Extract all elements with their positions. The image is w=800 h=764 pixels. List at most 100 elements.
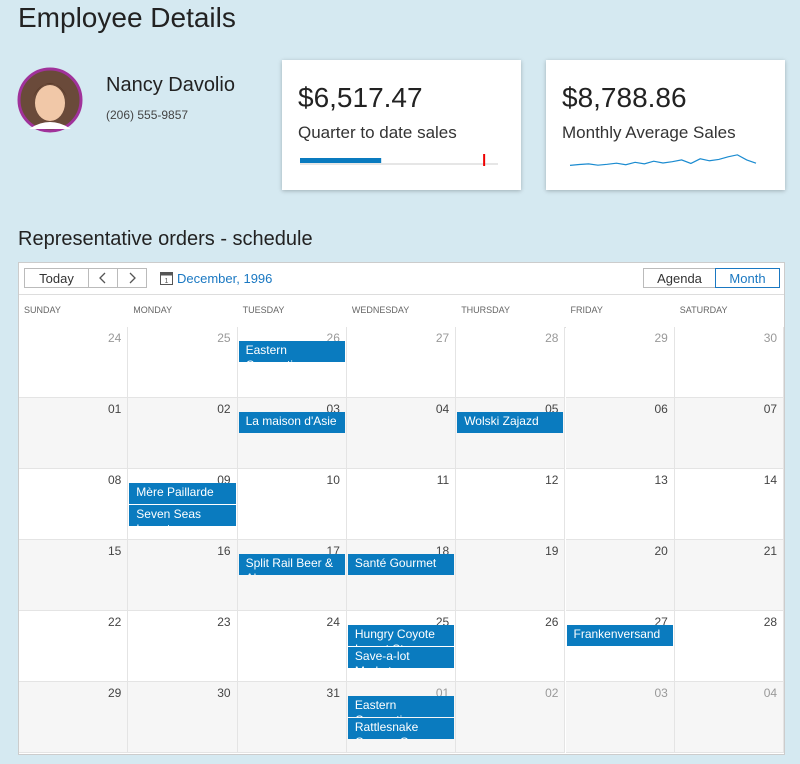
- day-number: 24: [107, 331, 122, 345]
- day-number: 15: [107, 544, 122, 558]
- scheduler: Today 1 December, 1996 SUNDAY MONDAY TUESD…: [18, 262, 785, 755]
- event[interactable]: Wolski Zajazd: [457, 412, 564, 433]
- day-cell: 05 Wolski Zajazd: [456, 398, 566, 469]
- sales-card: $8,788.86 Monthly Average Sales: [546, 60, 785, 190]
- weekday-label: TUESDAY: [242, 305, 285, 315]
- day-cell: 15: [19, 540, 129, 611]
- card-label: Monthly Average Sales: [562, 123, 736, 142]
- day-cell: 24: [237, 611, 347, 682]
- day-cell: 27 Frankenversand: [565, 611, 675, 682]
- day-cell: 01: [19, 398, 129, 469]
- day-number: 19: [545, 544, 559, 558]
- weekday-label: THURSDAY: [461, 305, 511, 315]
- day-cell: 04: [674, 682, 785, 753]
- event[interactable]: Frankenversand: [566, 625, 673, 646]
- day-number: 07: [763, 402, 778, 416]
- weekday-label: SATURDAY: [679, 305, 728, 315]
- event[interactable]: Mère Paillarde: [129, 483, 236, 504]
- day-number: 27: [435, 331, 450, 345]
- day-cell: 30: [128, 682, 238, 753]
- event[interactable]: Hungry Coyote Import Store: [347, 625, 455, 646]
- day-number: 25: [217, 331, 231, 345]
- day-cell: 27: [346, 327, 457, 398]
- day-number: 30: [217, 686, 231, 700]
- calendar-icon: 1: [160, 272, 173, 285]
- day-cell: 08: [19, 469, 129, 540]
- day-cell: 20: [565, 540, 675, 611]
- event[interactable]: La maison d'Asie: [238, 412, 345, 433]
- day-cell: 19: [456, 540, 566, 611]
- employee-phone: (206) 555-9857: [106, 108, 189, 122]
- day-cell: 03: [565, 682, 675, 753]
- day-cell: 25: [128, 327, 238, 398]
- event[interactable]: Eastern Connection: [238, 341, 345, 362]
- day-cell: 04: [346, 398, 457, 469]
- day-number: 02: [545, 686, 559, 700]
- day-number: 01: [107, 402, 122, 416]
- sparkline: [569, 154, 757, 166]
- day-number: 16: [217, 544, 231, 558]
- weekday-label: WEDNESDAY: [351, 305, 410, 315]
- prev-icon: [99, 272, 106, 284]
- day-number: 06: [654, 402, 668, 416]
- event[interactable]: Santé Gourmet: [347, 554, 455, 575]
- day-cell: 02: [128, 398, 238, 469]
- day-number: 14: [763, 473, 778, 487]
- day-cell: 29: [565, 327, 675, 398]
- card-value: $8,788.86: [562, 82, 687, 113]
- today-button[interactable]: Today: [24, 268, 89, 288]
- page-title: Employee Details: [18, 2, 236, 33]
- day-cell: 22: [19, 611, 129, 682]
- card-value: $6,517.47: [298, 82, 423, 113]
- day-number: 04: [763, 686, 778, 700]
- event[interactable]: Split Rail Beer & Ale: [238, 554, 345, 575]
- day-cell: 26: [456, 611, 566, 682]
- day-number: 29: [654, 331, 668, 345]
- view-button[interactable]: Agenda: [643, 268, 716, 288]
- bullet-chart: [300, 154, 498, 166]
- day-number: 29: [107, 686, 122, 700]
- day-cell: 13: [565, 469, 675, 540]
- next-button[interactable]: [117, 268, 147, 288]
- day-cell: 28: [456, 327, 566, 398]
- event[interactable]: Seven Seas Imports: [129, 505, 236, 526]
- avatar: [17, 67, 83, 133]
- day-number: 22: [107, 615, 122, 629]
- day-number: 12: [545, 473, 559, 487]
- day-number: 11: [436, 473, 450, 487]
- day-number: 23: [217, 615, 231, 629]
- day-number: 28: [763, 615, 778, 629]
- day-cell: 30: [674, 327, 785, 398]
- prev-button[interactable]: [88, 268, 118, 288]
- day-number: 30: [763, 331, 778, 345]
- date-range[interactable]: December, 1996: [177, 271, 273, 286]
- next-icon: [129, 272, 136, 284]
- day-cell: 21: [674, 540, 785, 611]
- view-button[interactable]: Month: [715, 268, 780, 288]
- day-cell: 10: [237, 469, 347, 540]
- day-number: 10: [326, 473, 340, 487]
- event[interactable]: Eastern Connection: [347, 696, 455, 717]
- day-cell: 12: [456, 469, 566, 540]
- bullet-bar: [300, 158, 382, 163]
- event[interactable]: Rattlesnake Canyon Grocery: [347, 718, 455, 739]
- day-cell: 28: [674, 611, 785, 682]
- day-cell: 16: [128, 540, 238, 611]
- employee-name: Nancy Davolio: [106, 74, 235, 96]
- day-cell: 23: [128, 611, 238, 682]
- sparkline-line: [569, 154, 757, 166]
- day-cell: 06: [565, 398, 675, 469]
- day-number: 02: [217, 402, 231, 416]
- day-cell: 29: [19, 682, 129, 753]
- event[interactable]: Save-a-lot Markets: [347, 647, 455, 668]
- day-number: 20: [654, 544, 668, 558]
- day-number: 13: [654, 473, 668, 487]
- section-title: Representative orders - schedule: [18, 228, 313, 250]
- day-number: 24: [326, 615, 340, 629]
- day-number: 26: [545, 615, 559, 629]
- day-number: 31: [326, 686, 340, 700]
